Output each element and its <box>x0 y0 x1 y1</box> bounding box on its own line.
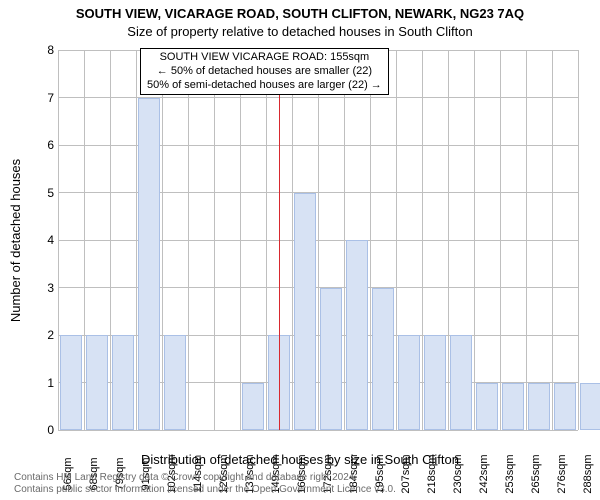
chart-title: SOUTH VIEW, VICARAGE ROAD, SOUTH CLIFTON… <box>0 6 600 21</box>
bar <box>372 288 394 431</box>
grid-vertical <box>526 50 527 430</box>
bar <box>112 335 134 430</box>
grid-vertical <box>500 50 501 430</box>
grid-vertical <box>396 50 397 430</box>
y-tick: 8 <box>34 43 54 57</box>
y-tick: 7 <box>34 91 54 105</box>
bar <box>398 335 420 430</box>
grid-vertical <box>448 50 449 430</box>
bar <box>294 193 316 431</box>
bar <box>528 383 550 431</box>
y-tick: 5 <box>34 186 54 200</box>
y-tick: 3 <box>34 281 54 295</box>
grid-vertical <box>162 50 163 430</box>
grid-vertical <box>240 50 241 430</box>
grid-vertical <box>292 50 293 430</box>
bar <box>86 335 108 430</box>
y-tick: 0 <box>34 423 54 437</box>
chart-container: SOUTH VIEW, VICARAGE ROAD, SOUTH CLIFTON… <box>0 0 600 500</box>
bar <box>476 383 498 431</box>
bar <box>424 335 446 430</box>
plot-area <box>58 50 578 430</box>
footer: Contains HM Land Registry data © Crown c… <box>14 472 396 496</box>
grid-vertical <box>58 50 59 430</box>
y-tick: 1 <box>34 376 54 390</box>
grid-vertical <box>318 50 319 430</box>
grid-vertical <box>344 50 345 430</box>
annotation-line-2: ← 50% of detached houses are smaller (22… <box>147 65 382 79</box>
grid-vertical <box>110 50 111 430</box>
bar <box>138 98 160 431</box>
footer-line-2: Contains public sector information licen… <box>14 484 396 496</box>
grid-vertical <box>422 50 423 430</box>
footer-line-1: Contains HM Land Registry data © Crown c… <box>14 472 396 484</box>
grid-vertical <box>474 50 475 430</box>
grid-vertical <box>552 50 553 430</box>
bar <box>346 240 368 430</box>
marker-line <box>279 50 280 430</box>
bar <box>502 383 524 431</box>
bar <box>242 383 264 431</box>
y-tick: 2 <box>34 328 54 342</box>
grid-vertical <box>370 50 371 430</box>
annotation-box: SOUTH VIEW VICARAGE ROAD: 155sqm← 50% of… <box>140 48 389 95</box>
bar <box>60 335 82 430</box>
grid-vertical <box>188 50 189 430</box>
annotation-line-1: SOUTH VIEW VICARAGE ROAD: 155sqm <box>147 51 382 65</box>
bar <box>554 383 576 431</box>
bar <box>580 383 600 431</box>
chart-subtitle: Size of property relative to detached ho… <box>0 24 600 39</box>
annotation-line-3: 50% of semi-detached houses are larger (… <box>147 79 382 93</box>
x-axis-label: Distribution of detached houses by size … <box>0 452 600 467</box>
y-tick: 6 <box>34 138 54 152</box>
grid-vertical <box>214 50 215 430</box>
y-tick: 4 <box>34 233 54 247</box>
bar <box>164 335 186 430</box>
y-axis-label: Number of detached houses <box>8 50 24 430</box>
grid-vertical <box>578 50 579 430</box>
grid-vertical <box>136 50 137 430</box>
grid-vertical <box>266 50 267 430</box>
bar <box>450 335 472 430</box>
grid-vertical <box>84 50 85 430</box>
bar <box>320 288 342 431</box>
